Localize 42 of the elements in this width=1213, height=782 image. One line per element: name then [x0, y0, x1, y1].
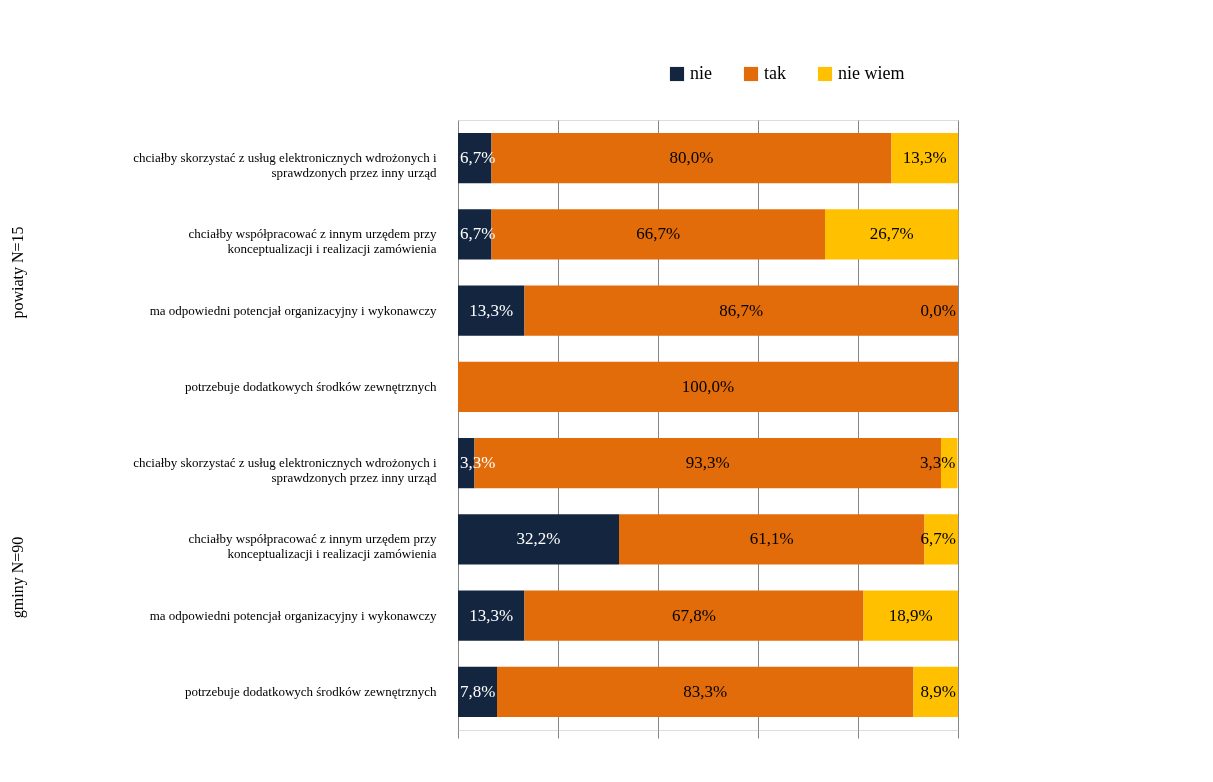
data-label: 13,3%: [469, 605, 514, 625]
data-label: 8,9%: [920, 681, 956, 701]
y-tick-label: potrzebuje dodatkowych środków zewnętrznych: [184, 378, 437, 394]
data-label: 26,7%: [869, 224, 914, 244]
bar: [891, 132, 958, 184]
data-label: 32,2%: [516, 529, 561, 549]
bar: [825, 209, 959, 260]
y-tick-label: ma odpowiedni potencjał organizacyjny i wykonawczy: [149, 607, 437, 623]
data-label: 6,7%: [920, 529, 956, 549]
y-tick-label: chciałby współpracować z innym urzędem przy konceptualizacji i realizacji zamówienia: [188, 226, 437, 257]
y-tick-label: chciałby skorzystać z usług elektronicznych wdrożonych i sprawdzonych przez inny urząd: [133, 455, 437, 486]
data-label: 3,3%: [920, 453, 956, 473]
text: gminy N=90: [9, 536, 27, 619]
bar: [458, 361, 958, 413]
text: powiaty N=15: [9, 226, 27, 319]
data-label: 93,3%: [685, 453, 730, 473]
y-tick-label: chciałby skorzystać z usług elektronicznych wdrożonych i sprawdzonych przez inny urząd: [133, 150, 437, 181]
data-label: 100,0%: [681, 376, 735, 396]
bar: [524, 285, 958, 336]
bar: [524, 590, 864, 641]
data-label: 80,0%: [669, 148, 714, 168]
data-label: 67,8%: [672, 605, 716, 625]
data-label: 7,8%: [460, 681, 496, 701]
data-label: 83,3%: [683, 681, 728, 701]
legend-label: tak: [764, 63, 786, 83]
data-label: 18,9%: [888, 605, 933, 625]
data-label: 13,3%: [469, 300, 514, 320]
legend-label: nie: [690, 63, 712, 83]
bar: [863, 590, 958, 641]
data-label: 0,0%: [920, 300, 956, 320]
data-label: 61,1%: [749, 529, 794, 549]
y-tick-label: ma odpowiedni potencjał organizacyjny i wykonawczy: [149, 302, 437, 318]
y-tick-label: potrzebuje dodatkowych środków zewnętrznych: [184, 683, 437, 699]
bar: [458, 590, 525, 641]
data-label: 66,7%: [636, 224, 681, 244]
data-label: 86,7%: [719, 300, 764, 320]
y-tick-label: chciałby współpracować z innym urzędem przy konceptualizacji i realizacji zamówienia: [188, 531, 437, 562]
bar: [458, 514, 619, 565]
data-label: 13,3%: [902, 148, 947, 168]
bar: [497, 666, 914, 718]
bar: [458, 285, 525, 336]
legend-label: nie wiem: [838, 63, 905, 83]
